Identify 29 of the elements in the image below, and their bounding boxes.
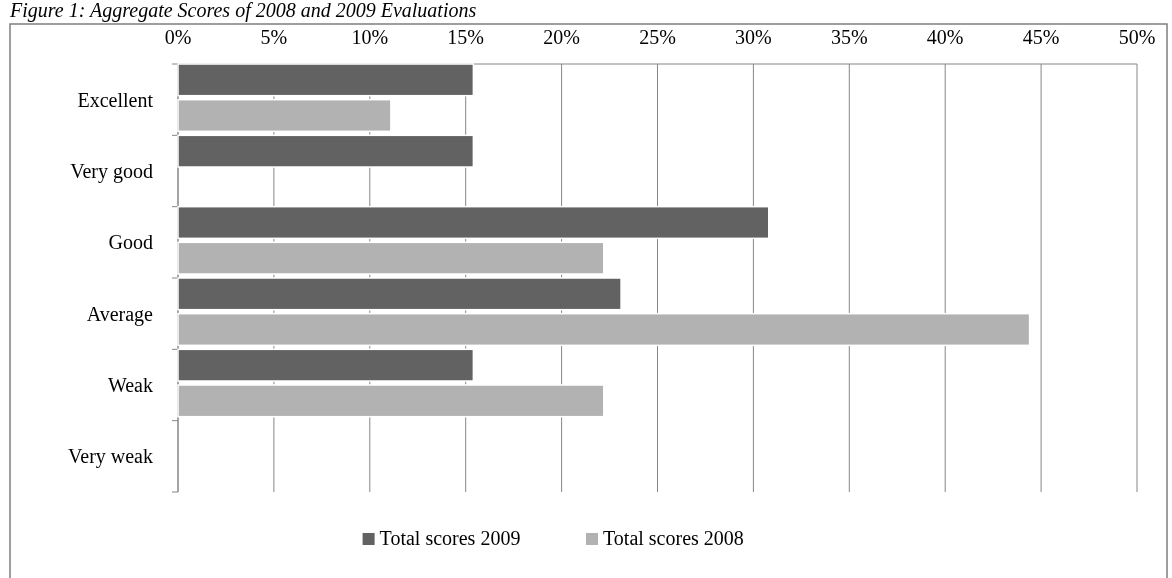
chart-title: Figure 1: Aggregate Scores of 2008 and 2009 Evaluations	[9, 0, 477, 22]
y-tick-label: Weak	[107, 374, 153, 396]
bar	[177, 277, 622, 311]
y-tick-label: Average	[86, 302, 154, 326]
bar	[177, 312, 1031, 347]
bar	[177, 348, 475, 382]
x-tick-label: 45%	[1022, 26, 1060, 48]
y-tick-label: Good	[108, 231, 153, 254]
x-tick-label: 15%	[447, 26, 485, 48]
x-tick-label: 5%	[260, 26, 288, 48]
x-tick-label: 30%	[735, 26, 772, 48]
y-tick-label: Excellent	[77, 88, 154, 111]
x-tick-label: 40%	[926, 26, 964, 48]
x-tick-label: 50%	[1118, 26, 1156, 48]
legend-label: Total scores 2009	[379, 527, 521, 549]
x-tick-label: 0%	[164, 26, 192, 48]
x-tick-label: 35%	[830, 26, 868, 48]
bar	[177, 241, 605, 275]
bar	[177, 205, 770, 240]
bar	[177, 98, 392, 133]
bar	[177, 63, 475, 97]
y-tick-label: Very weak	[68, 445, 153, 469]
legend-label: Total scores 2008	[603, 527, 744, 549]
y-tick-label: Very good	[70, 160, 153, 183]
x-tick-label: 10%	[351, 26, 389, 48]
bar	[177, 134, 475, 168]
x-tick-label: 20%	[543, 26, 580, 48]
bar	[177, 384, 605, 418]
x-tick-label: 25%	[639, 26, 676, 48]
